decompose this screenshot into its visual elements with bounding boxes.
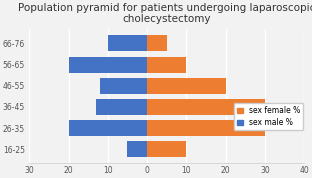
Bar bbox=[147, 57, 187, 72]
Bar bbox=[147, 78, 226, 94]
Bar bbox=[69, 57, 147, 72]
Bar bbox=[147, 120, 265, 136]
Bar bbox=[147, 35, 167, 51]
Bar bbox=[128, 142, 147, 157]
Bar bbox=[147, 142, 187, 157]
Bar bbox=[147, 99, 265, 115]
Bar bbox=[108, 35, 147, 51]
Legend: sex female %, sex male %: sex female %, sex male % bbox=[234, 103, 303, 130]
Title: Population pyramid for patients undergoing laparoscopic
cholecystectomy: Population pyramid for patients undergoi… bbox=[18, 3, 312, 24]
Bar bbox=[96, 99, 147, 115]
Bar bbox=[100, 78, 147, 94]
Bar bbox=[69, 120, 147, 136]
